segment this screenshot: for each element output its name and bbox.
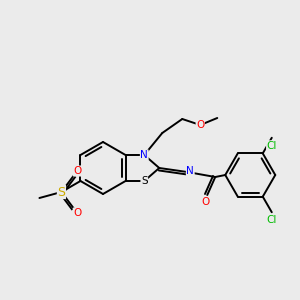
Text: Cl: Cl xyxy=(267,215,277,225)
Text: S: S xyxy=(141,176,148,186)
Text: Cl: Cl xyxy=(267,141,277,151)
Text: N: N xyxy=(140,150,148,160)
Text: O: O xyxy=(196,120,204,130)
Text: O: O xyxy=(73,166,82,176)
Text: O: O xyxy=(201,197,209,207)
Text: N: N xyxy=(186,166,194,176)
Text: S: S xyxy=(57,185,65,199)
Text: O: O xyxy=(73,208,82,218)
